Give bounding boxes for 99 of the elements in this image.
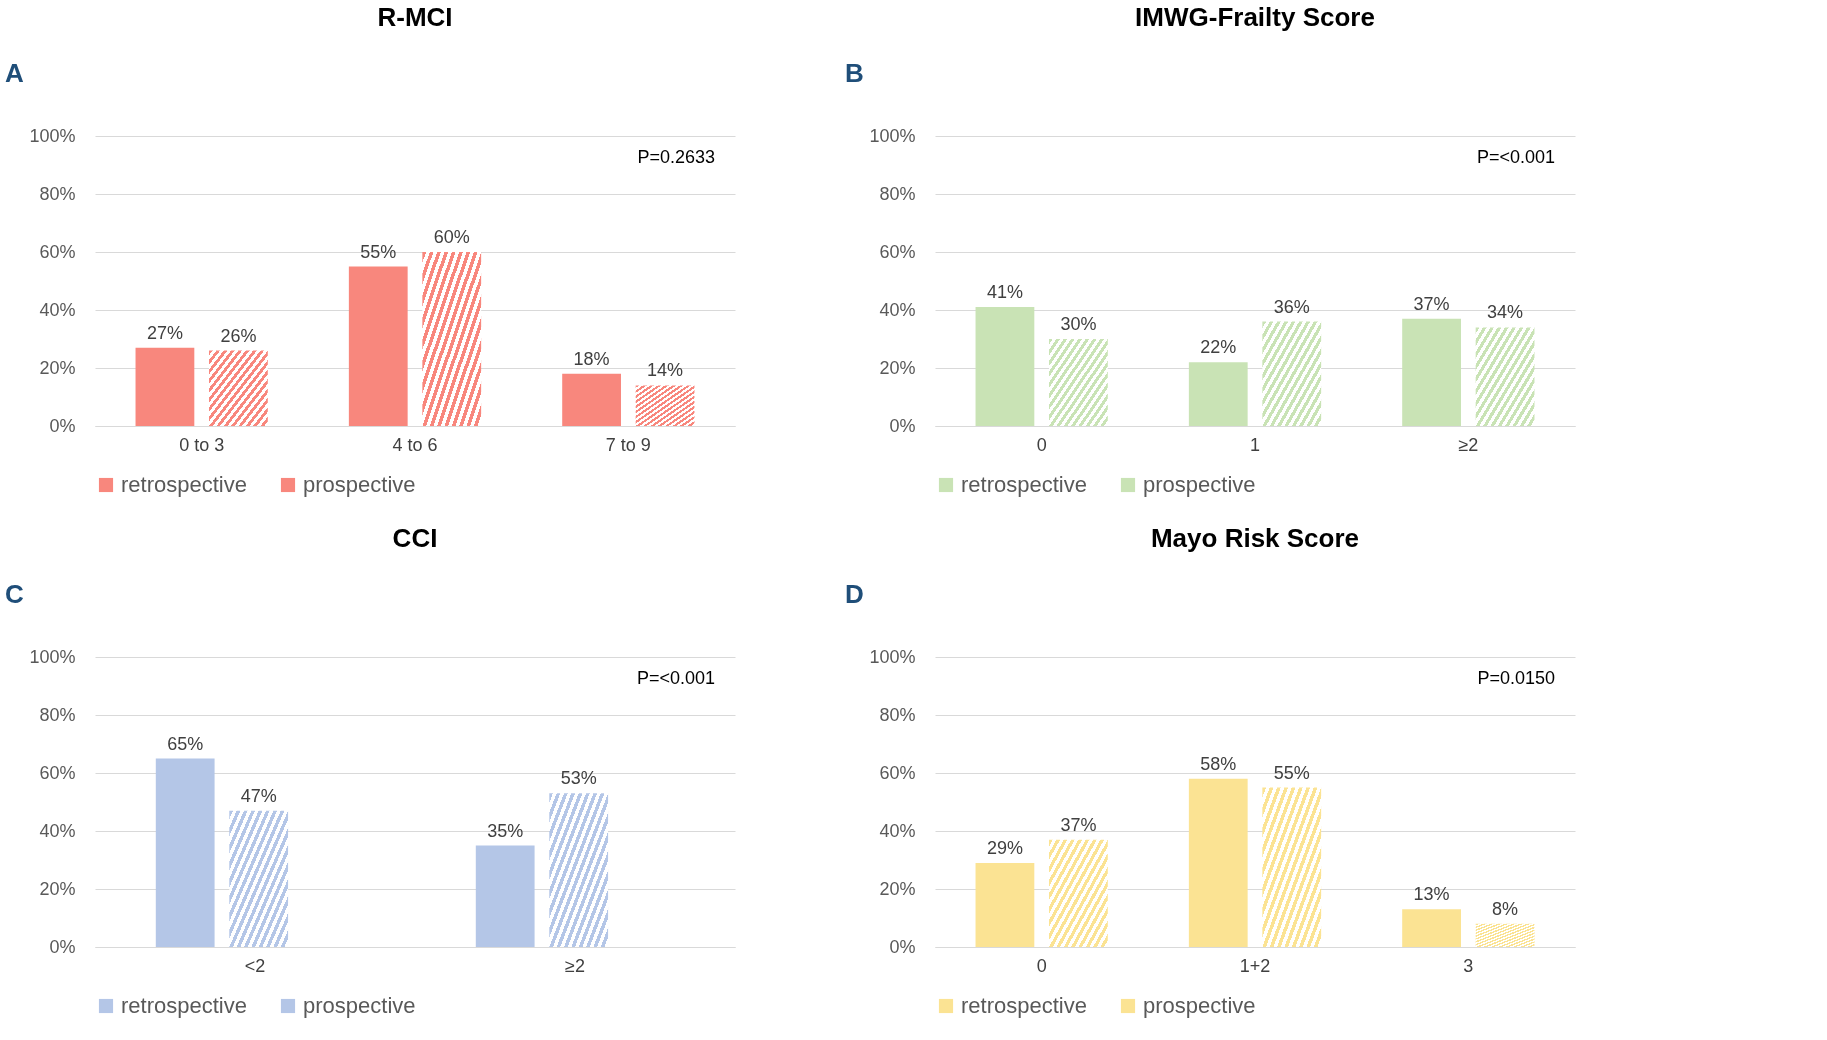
bar [1475,923,1535,947]
data-label: 35% [487,820,524,841]
bar [209,350,268,426]
chart-title: Mayo Risk Score [1150,523,1360,553]
annotation: P=<0.001 [636,668,715,688]
y-tick-label: 40% [39,299,76,320]
bar [155,758,215,947]
data-label: 29% [986,837,1023,858]
data-label: 36% [1273,296,1310,317]
x-tick-label: 3 [1463,955,1474,976]
data-label: 8% [1492,898,1519,919]
y-tick-label: 60% [39,241,76,262]
legend-label: prospective [303,993,416,1018]
bar [475,845,535,947]
bar [229,810,289,947]
y-tick-label: 20% [879,357,916,378]
annotation: P=0.0150 [1477,668,1555,688]
y-tick-label: 80% [879,704,916,725]
bar [1402,318,1461,426]
bar [975,862,1035,947]
y-tick-label: 100% [869,125,916,146]
legend-label: retrospective [121,472,247,497]
legend-label: retrospective [121,993,247,1018]
legend-label: retrospective [961,993,1087,1018]
data-label: 47% [240,785,277,806]
legend-label: retrospective [961,472,1087,497]
bar [1188,362,1248,426]
y-tick-label: 20% [879,878,916,899]
x-tick-label: ≥2 [1458,434,1479,455]
bar [1262,787,1322,947]
data-label: 55% [360,241,397,262]
y-tick-label: 40% [39,820,76,841]
data-label: 30% [1060,314,1097,334]
y-tick-label: 0% [889,936,916,957]
data-label: 18% [573,348,610,369]
data-label: 22% [1200,337,1237,358]
bar [635,385,695,426]
bar [1475,327,1535,426]
y-tick-label: 80% [879,183,916,204]
bar [1402,909,1461,947]
y-tick-label: 100% [29,125,76,146]
x-tick-label: ≥2 [565,955,585,976]
x-tick-label: 1+2 [1239,955,1271,976]
bar [549,793,609,947]
legend-label: prospective [303,472,416,497]
data-label: 34% [1487,302,1524,323]
x-tick-label: 1 [1249,434,1261,455]
y-tick-label: 80% [39,704,76,725]
bar [1188,778,1248,947]
bar [348,266,408,426]
text: A [5,58,24,88]
bar [1262,321,1322,426]
data-label: 37% [1060,814,1097,835]
y-tick-label: 60% [879,762,916,783]
data-label: 13% [1413,884,1450,905]
bar [1049,339,1108,426]
legend-label: prospective [1143,993,1256,1018]
chart-title: IMWG-Frailty Score [1135,2,1375,32]
x-tick-label: <2 [244,955,266,976]
data-label: 55% [1273,762,1310,783]
bar [1049,839,1108,947]
bar [422,252,482,426]
chart-title: CCI [392,523,438,553]
y-tick-label: 40% [879,820,916,841]
y-tick-label: 100% [869,646,916,667]
y-tick-label: 100% [29,646,76,667]
data-label: 14% [647,360,684,381]
y-tick-label: 60% [879,241,916,262]
bar [562,373,621,426]
y-tick-label: 0% [49,936,76,957]
y-tick-label: 20% [39,878,76,899]
y-tick-label: 20% [39,357,76,378]
y-tick-label: 0% [49,415,76,436]
data-label: 60% [433,227,470,247]
x-tick-label: 4 to 6 [392,434,438,455]
text: D [845,579,864,609]
data-label: 65% [167,733,204,754]
y-tick-label: 40% [879,299,916,320]
x-tick-label: 7 to 9 [605,434,651,455]
x-tick-label: 0 [1036,434,1047,455]
data-label: 58% [1200,753,1237,774]
data-label: 37% [1413,293,1450,314]
annotation: P=<0.001 [1476,147,1555,167]
y-tick-label: 0% [889,415,916,436]
text: B [845,58,864,88]
x-tick-label: 0 [1036,955,1047,976]
data-label: 27% [146,322,183,343]
bar [975,307,1035,426]
legend-label: prospective [1143,472,1256,497]
text: C [5,579,24,609]
bar [135,347,195,426]
y-tick-label: 60% [39,762,76,783]
y-tick-label: 80% [39,183,76,204]
x-tick-label: 0 to 3 [179,434,225,455]
chart-title: R-MCI [377,2,453,32]
data-label: 26% [220,325,257,346]
annotation: P=0.2633 [637,147,715,167]
data-label: 53% [560,768,597,789]
data-label: 41% [986,282,1023,303]
